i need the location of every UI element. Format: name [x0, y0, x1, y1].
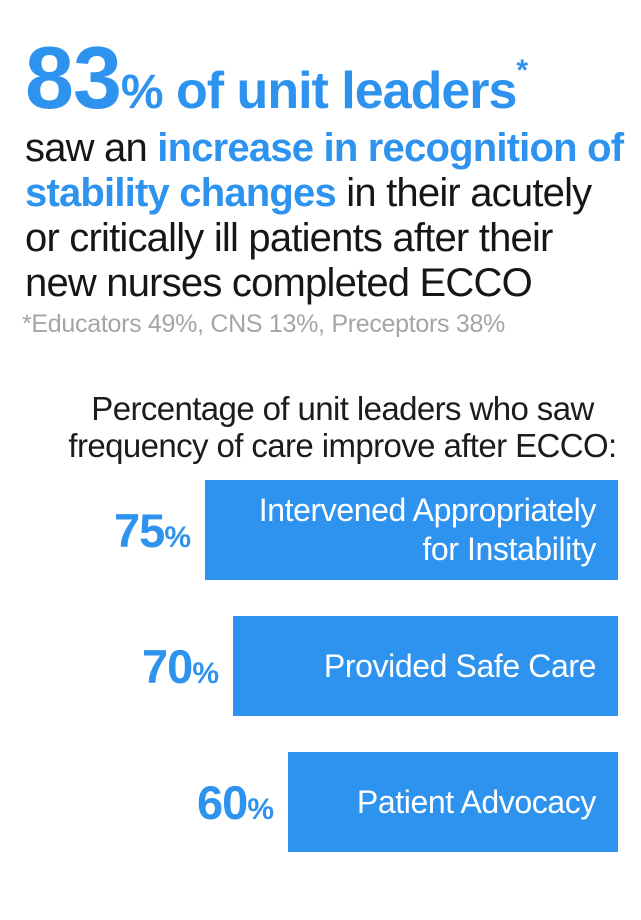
bar-row-safe-care: 70% Provided Safe Care	[0, 616, 641, 716]
bar-label: Provided Safe Care	[323, 647, 596, 684]
value-label: 70%	[142, 639, 219, 694]
bar-row-intervened: 75% Intervened Appropriately for Instabi…	[0, 480, 641, 580]
headline-stat-percent: %	[120, 66, 164, 119]
bar-chart: 75% Intervened Appropriately for Instabi…	[0, 480, 641, 852]
headline: 83% of unit leaders*	[25, 34, 528, 122]
chart-title: Percentage of unit leaders who saw frequ…	[68, 390, 617, 464]
bar-label: Intervened Appropriately for Instability	[258, 492, 597, 567]
value-percent-sign: %	[164, 520, 191, 554]
bar-intervened: Intervened Appropriately for Instability	[205, 480, 618, 580]
value-number: 75	[114, 503, 165, 557]
value-label: 75%	[114, 503, 191, 558]
intro-suffix: in their acutely or critically ill patie…	[25, 171, 592, 305]
headline-asterisk: *	[516, 54, 528, 87]
bar-advocacy: Patient Advocacy	[288, 752, 618, 852]
footnote: *Educators 49%, CNS 13%, Preceptors 38%	[22, 310, 505, 338]
value-percent-sign: %	[192, 656, 219, 690]
headline-stat: 83	[25, 28, 122, 127]
bar-label: Patient Advocacy	[356, 783, 596, 820]
bar-safe-care: Provided Safe Care	[233, 616, 618, 716]
value-percent-sign: %	[247, 792, 274, 826]
bar-row-advocacy: 60% Patient Advocacy	[0, 752, 641, 852]
headline-text: of unit leaders	[162, 62, 517, 120]
intro-paragraph: saw an increase in recognition of stabil…	[25, 126, 631, 306]
intro-prefix: saw an	[25, 126, 158, 170]
value-label: 60%	[197, 775, 274, 830]
value-number: 60	[197, 775, 248, 829]
intro-highlight: increase in recognition of stability cha…	[25, 126, 624, 215]
value-number: 70	[142, 639, 193, 693]
